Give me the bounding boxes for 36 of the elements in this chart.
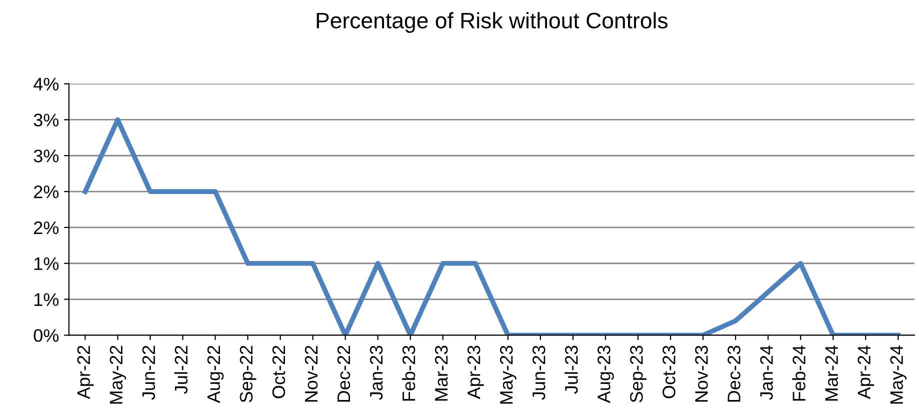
x-tick-label: Aug-22 <box>207 346 224 404</box>
y-tick-label: 0% <box>34 329 59 342</box>
y-tick-label: 1% <box>34 293 59 306</box>
x-tick-label: Jun-23 <box>532 346 546 400</box>
x-tick-label: May-24 <box>890 345 907 404</box>
x-tick-label: Aug-23 <box>598 346 614 404</box>
x-tick-label: Mar-23 <box>434 346 448 401</box>
x-tick-label: Dec-23 <box>728 346 740 402</box>
y-tick-label: 1% <box>34 257 59 270</box>
x-tick-label: Jul-22 <box>174 346 188 394</box>
x-tick-label: Oct-22 <box>272 346 286 398</box>
x-tick-label: Apr-24 <box>858 345 874 400</box>
x-tick-label: Nov-23 <box>695 346 708 402</box>
x-tick-label: Jul-23 <box>564 346 578 394</box>
line-series <box>82 117 901 336</box>
x-tick-label: May-23 <box>500 346 516 404</box>
y-tick-label: 4% <box>34 78 59 90</box>
chart-title: Percentage of Risk without Controls <box>316 12 668 33</box>
x-tick-label: Apr-22 <box>77 346 94 400</box>
x-tick-label: Jan-24 <box>760 345 773 400</box>
x-tick-label: Dec-22 <box>337 346 350 402</box>
y-tick-label: 2% <box>34 185 59 198</box>
x-tick-label: May-22 <box>110 346 126 404</box>
x-tick-label: Feb-24 <box>792 345 806 401</box>
x-tick-label: Sep-22 <box>240 346 256 402</box>
x-tick-label: Nov-22 <box>304 346 318 402</box>
x-tick-label: Apr-23 <box>467 346 484 400</box>
y-tick-label: 2% <box>34 221 59 234</box>
y-tick-label: 3% <box>34 150 59 162</box>
x-tick-label: Mar-24 <box>825 345 838 401</box>
x-tick-label: Feb-23 <box>402 346 416 401</box>
x-tick-label: Oct-23 <box>662 346 676 398</box>
x-tick-label: Sep-23 <box>630 346 646 402</box>
x-tick-label: Jun-22 <box>142 346 156 400</box>
y-tick-label: 3% <box>34 114 59 126</box>
x-tick-label: Jan-23 <box>370 346 383 400</box>
